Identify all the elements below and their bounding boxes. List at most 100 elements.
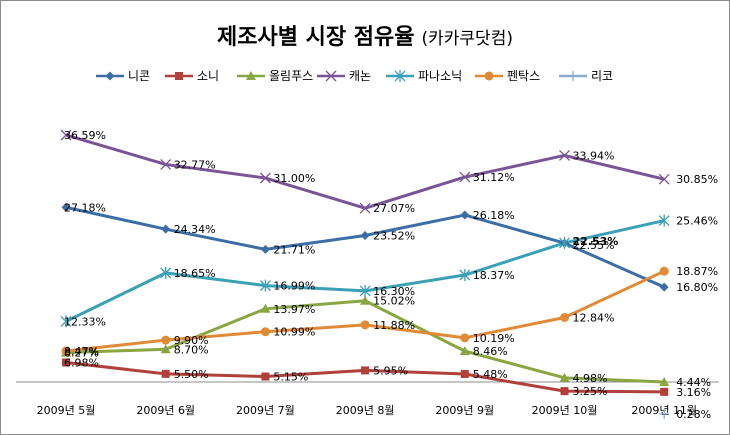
legend-item: 올림푸스	[237, 69, 313, 83]
legend-item: 캐논	[317, 69, 371, 83]
data-point-marker	[559, 372, 570, 382]
legend-label: 리코	[591, 69, 613, 83]
data-point-marker	[460, 333, 470, 343]
data-label: 16.30%	[373, 285, 415, 298]
data-point-marker	[160, 266, 172, 279]
data-point-marker	[160, 158, 172, 170]
data-point-marker	[360, 320, 370, 330]
legend-label: 니콘	[128, 69, 150, 83]
data-label: 32.77%	[174, 158, 216, 171]
data-point-marker	[260, 303, 271, 313]
data-point-marker	[459, 171, 471, 183]
data-point-marker	[259, 172, 271, 184]
data-label: 8.27%	[64, 347, 99, 360]
series-line	[65, 133, 665, 210]
x-tick-label: 2009년 5월	[37, 404, 96, 417]
data-label: 23.52%	[373, 229, 415, 242]
legend-marker-icon	[325, 70, 337, 82]
data-label: 25.46%	[676, 215, 718, 228]
data-label: 3.25%	[573, 385, 608, 398]
data-label: 21.71%	[273, 243, 315, 256]
data-label: 8.46%	[473, 345, 508, 358]
data-point-marker	[161, 224, 171, 234]
data-label: 12.84%	[573, 311, 615, 324]
data-point-marker	[260, 327, 270, 337]
data-point-marker	[559, 236, 570, 249]
data-point-marker	[60, 315, 72, 328]
data-point-marker	[62, 358, 70, 367]
data-label: 15.02%	[373, 295, 415, 308]
data-point-marker	[261, 372, 270, 381]
data-label: 13.97%	[273, 303, 315, 316]
data-point-marker	[560, 387, 569, 396]
legend-item: 펜탁스	[475, 69, 540, 83]
data-point-marker	[360, 230, 370, 240]
legend-marker-icon	[568, 71, 578, 81]
legend-marker-icon	[105, 71, 115, 81]
data-label: 33.94%	[573, 149, 615, 162]
data-label: 16.99%	[273, 280, 315, 293]
data-label: 18.87%	[676, 265, 718, 278]
data-point-marker	[61, 346, 71, 356]
data-label: 11.88%	[373, 319, 415, 332]
data-point-marker	[160, 344, 171, 354]
data-point-marker	[559, 149, 570, 161]
data-label: 36.59%	[64, 129, 106, 142]
data-label: 31.12%	[473, 171, 515, 184]
data-point-marker	[459, 346, 470, 356]
legend-marker-icon	[246, 71, 256, 80]
data-label: 0.28%	[676, 408, 711, 421]
legend-item: 소니	[165, 69, 219, 83]
data-label: 18.65%	[174, 267, 216, 280]
data-label: 24.34%	[174, 223, 216, 236]
data-point-marker	[460, 370, 469, 379]
legend-label: 소니	[197, 69, 219, 83]
data-point-marker	[659, 408, 670, 419]
data-label: 22.53%	[573, 235, 619, 248]
data-label: 18.37%	[473, 269, 515, 282]
data-point-marker	[660, 387, 669, 396]
x-tick-label: 2009년 6월	[136, 404, 195, 417]
legend-marker-icon	[484, 71, 494, 81]
legend-label: 캐논	[349, 69, 371, 83]
chart-title: 제조사별 시장 점유율	[217, 25, 415, 50]
data-point-marker	[161, 335, 171, 345]
data-label: 5.50%	[174, 368, 209, 381]
data-point-marker	[259, 279, 271, 292]
data-label: 31.00%	[273, 172, 315, 185]
data-label: 3.16%	[676, 386, 711, 399]
data-label: 26.18%	[473, 209, 515, 222]
data-point-marker	[359, 284, 371, 297]
data-label: 10.99%	[273, 326, 315, 339]
data-label: 5.95%	[373, 364, 408, 377]
x-tick-label: 2009년 7월	[236, 404, 295, 417]
legend-label: 올림푸스	[269, 69, 313, 83]
x-tick-label: 2009년 8월	[336, 404, 395, 417]
data-label: 5.15%	[273, 371, 308, 384]
x-tick-label: 2009년 10월	[532, 404, 598, 417]
data-point-marker	[658, 214, 670, 227]
data-label: 10.19%	[473, 332, 515, 345]
data-point-marker	[659, 377, 670, 387]
legend-label: 펜탁스	[507, 69, 540, 83]
x-tick-label: 2009년 9월	[435, 404, 494, 417]
data-point-marker	[359, 202, 371, 214]
legend-item: 니콘	[96, 69, 150, 83]
data-point-marker	[61, 202, 71, 212]
data-point-marker	[459, 269, 471, 282]
chart-title-block: 제조사별 시장 점유율 (카카쿠닷컴)	[1, 19, 729, 51]
data-point-marker	[659, 282, 669, 292]
data-label: 6.98%	[64, 356, 99, 369]
data-label: 4.98%	[573, 372, 608, 385]
data-label: 8.47%	[64, 345, 99, 358]
data-point-marker	[161, 369, 170, 378]
data-point-marker	[360, 295, 371, 305]
data-label: 9.90%	[174, 334, 209, 347]
data-label: 4.44%	[676, 376, 711, 389]
legend-label: 파나소닉	[418, 69, 462, 83]
data-point-marker	[659, 266, 669, 276]
data-point-marker	[361, 366, 370, 375]
legend-item: 파나소닉	[386, 69, 462, 83]
